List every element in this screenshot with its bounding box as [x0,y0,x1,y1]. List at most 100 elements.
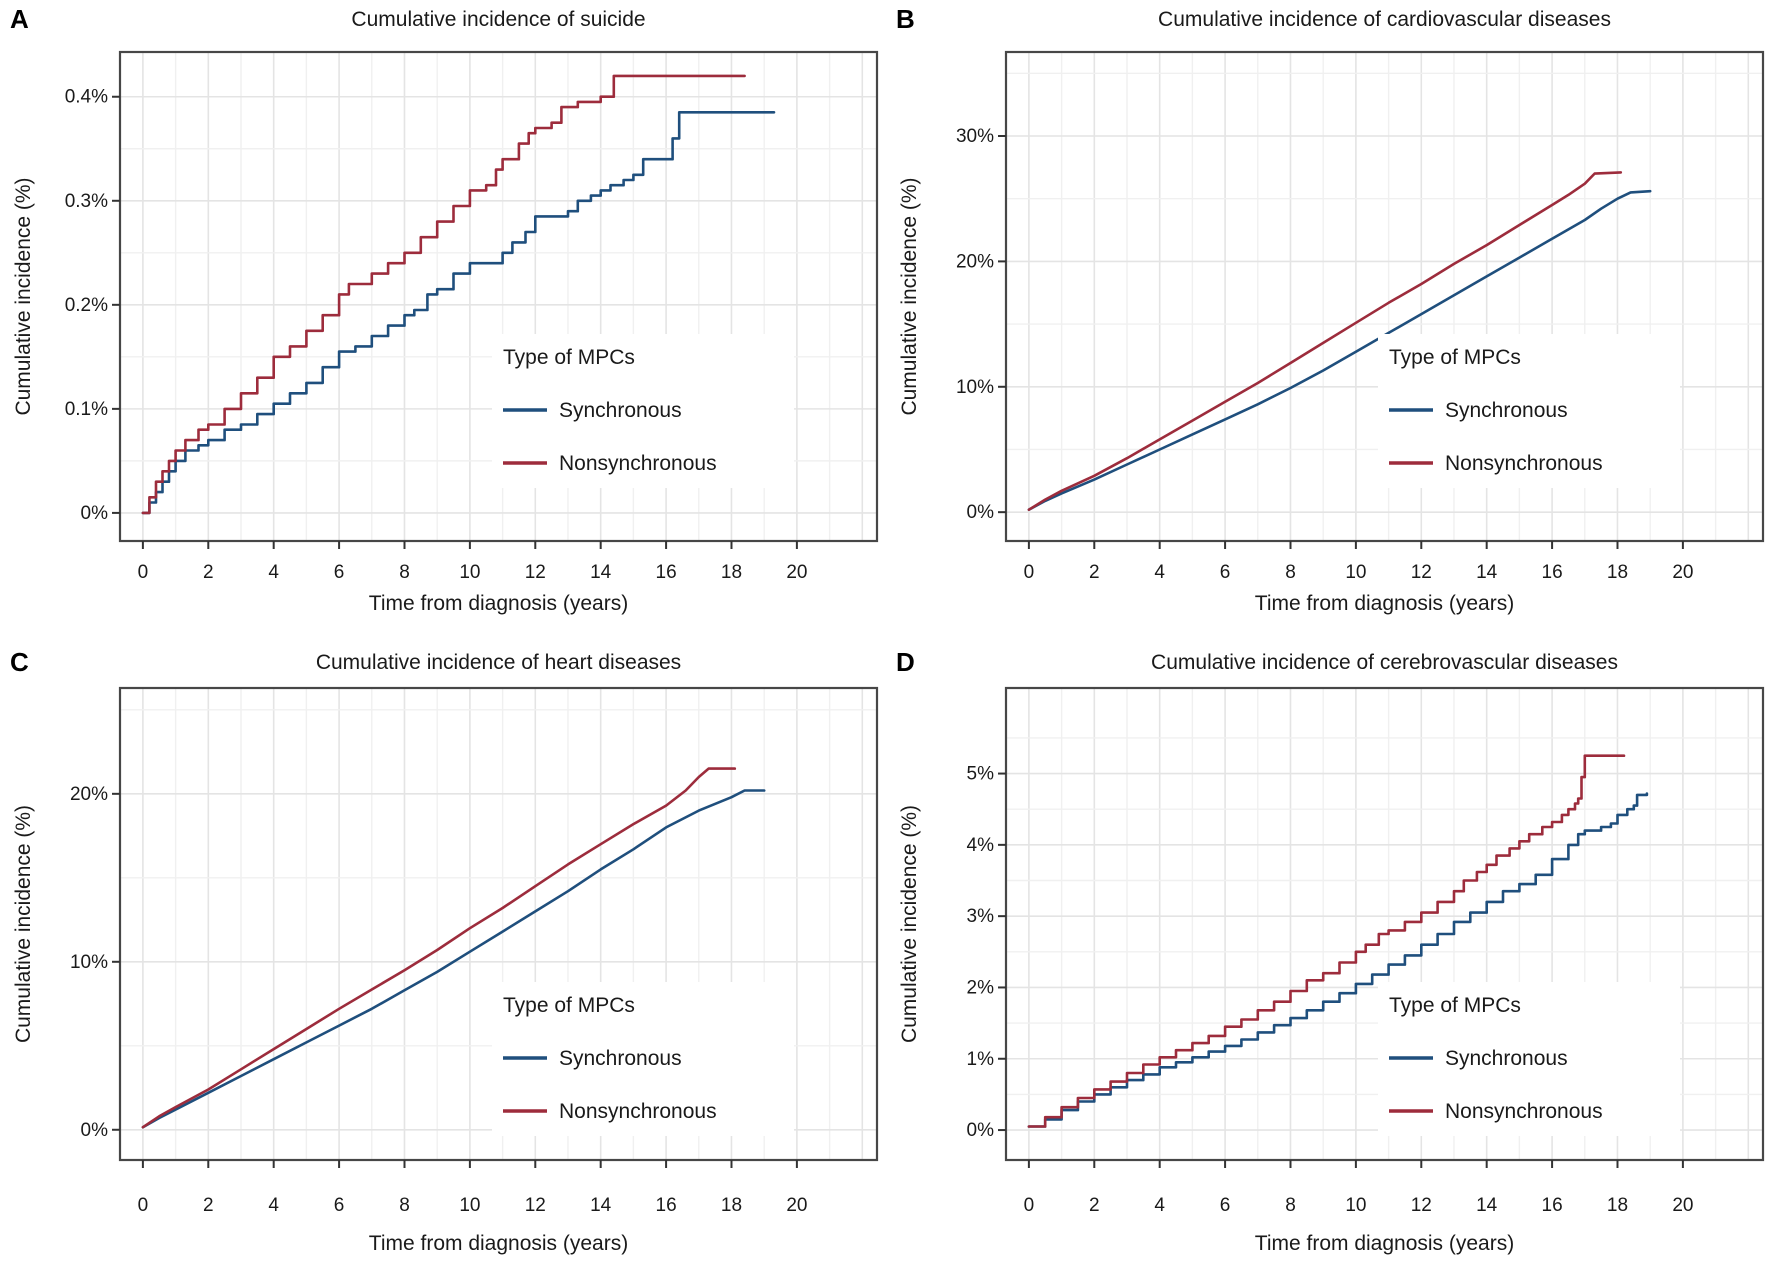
x-tick-label: 4 [1154,562,1165,583]
panel-d-title: Cumulative incidence of cerebrovascular … [1151,651,1618,674]
x-tick-label: 8 [1285,1195,1296,1216]
x-tick-label: 16 [656,1195,677,1216]
x-tick-label: 4 [268,1195,279,1216]
series-nonsynchronous [1027,754,1626,1128]
x-tick-label: 20 [1672,1195,1693,1216]
panel-c-letter: C [10,647,29,677]
x-tick-label: 0 [138,562,149,583]
legend-label-nonsynchronous: Nonsynchronous [559,452,717,475]
x-tick-label: 2 [203,1195,214,1216]
series-synchronous [1027,792,1649,1128]
y-tick-label: 10% [956,377,994,398]
panel-a-title: Cumulative incidence of suicide [351,8,646,31]
series-synchronous [141,789,766,1129]
panel-a: A Cumulative incidence of suicide Type o… [0,0,886,643]
panel-d: D Cumulative incidence of cerebrovascula… [886,643,1772,1285]
y-tick-label: 0% [967,502,995,523]
x-tick-label: 8 [1285,562,1296,583]
x-tick-label: 6 [334,562,345,583]
x-tick-label: 14 [1476,1195,1498,1216]
legend-title: Type of MPCs [1389,994,1521,1017]
y-tick-label: 2% [967,977,995,998]
panel-c: C Cumulative incidence of heart diseases… [0,643,886,1285]
x-tick-label: 0 [1024,1195,1035,1216]
x-tick-label: 10 [459,1195,480,1216]
x-tick-label: 0 [1024,562,1035,583]
x-tick-label: 12 [1411,1195,1432,1216]
legend-label-synchronous: Synchronous [1445,399,1568,422]
panel-d-plot: Type of MPCs Synchronous Nonsynchronous 0 2 4… [898,686,1765,1255]
legend-title: Type of MPCs [503,994,635,1017]
y-tick-label: 0% [967,1120,995,1141]
x-axis-title: Time from diagnosis (years) [1255,1232,1514,1255]
x-tick-label: 12 [525,1195,546,1216]
series-nonsynchronous [1027,171,1623,511]
legend-title: Type of MPCs [1389,346,1521,369]
panel-a-plot: Type of MPCs Synchronous Nonsynchronous 0 2 4… [12,50,879,615]
x-tick-label: 18 [1607,1195,1628,1216]
plot-border [118,686,879,1162]
y-tick-label: 0% [81,503,109,524]
panel-a-letter: A [10,4,29,34]
x-tick-label: 10 [459,562,480,583]
x-tick-label: 10 [1345,562,1366,583]
panel-b: B Cumulative incidence of cardiovascular… [886,0,1772,643]
panel-b-letter: B [896,4,915,34]
y-tick-label: 4% [967,835,995,856]
x-tick-label: 0 [138,1195,149,1216]
panel-b-plot: Type of MPCs Synchronous Nonsynchronous 0 2 4… [898,50,1765,615]
plot-border [1004,686,1765,1162]
legend-label-synchronous: Synchronous [1445,1047,1568,1070]
y-tick-label: 1% [967,1049,995,1070]
x-tick-label: 14 [590,562,612,583]
x-tick-label: 4 [268,562,279,583]
x-tick-label: 14 [1476,562,1498,583]
x-tick-label: 4 [1154,1195,1165,1216]
x-tick-label: 16 [1542,562,1563,583]
series-nonsynchronous [141,74,746,515]
y-tick-label: 10% [70,952,108,973]
legend-title: Type of MPCs [503,346,635,369]
legend-label-nonsynchronous: Nonsynchronous [559,1100,717,1123]
legend-label-synchronous: Synchronous [559,399,682,422]
panel-c-plot: Type of MPCs Synchronous Nonsynchronous 0 2 4… [12,686,879,1255]
legend-label-nonsynchronous: Nonsynchronous [1445,1100,1603,1123]
x-tick-label: 10 [1345,1195,1366,1216]
y-tick-label: 0.4% [65,87,108,108]
y-axis-title: Cumulative incidence (%) [898,805,921,1043]
legend-label-synchronous: Synchronous [559,1047,682,1070]
x-tick-label: 6 [1220,562,1231,583]
panel-c-title: Cumulative incidence of heart diseases [315,651,682,674]
series-synchronous [141,111,776,515]
x-axis-title: Time from diagnosis (years) [1255,592,1514,615]
x-tick-label: 18 [721,1195,742,1216]
panel-b-title: Cumulative incidence of cardiovascular d… [1158,8,1611,31]
x-tick-label: 2 [203,562,214,583]
x-tick-label: 12 [1411,562,1432,583]
x-tick-label: 18 [1607,562,1628,583]
x-tick-label: 2 [1089,1195,1100,1216]
x-tick-label: 14 [590,1195,612,1216]
x-tick-label: 6 [1220,1195,1231,1216]
y-axis-title: Cumulative incidence (%) [12,805,35,1043]
y-tick-label: 3% [967,906,995,927]
y-tick-label: 0.1% [65,399,108,420]
y-tick-label: 0% [81,1120,109,1141]
x-tick-label: 12 [525,562,546,583]
y-tick-label: 20% [956,251,994,272]
y-tick-label: 20% [70,784,108,805]
x-tick-label: 16 [1542,1195,1563,1216]
x-tick-label: 2 [1089,562,1100,583]
y-tick-label: 0.3% [65,191,108,212]
x-tick-label: 8 [399,562,410,583]
y-tick-label: 5% [967,764,995,785]
x-tick-label: 8 [399,1195,410,1216]
y-tick-label: 30% [956,126,994,147]
x-tick-label: 6 [334,1195,345,1216]
legend-label-nonsynchronous: Nonsynchronous [1445,452,1603,475]
y-axis-title: Cumulative incidence (%) [898,177,921,415]
x-axis-title: Time from diagnosis (years) [369,1232,628,1255]
x-tick-label: 20 [1672,562,1693,583]
x-tick-label: 20 [786,1195,807,1216]
